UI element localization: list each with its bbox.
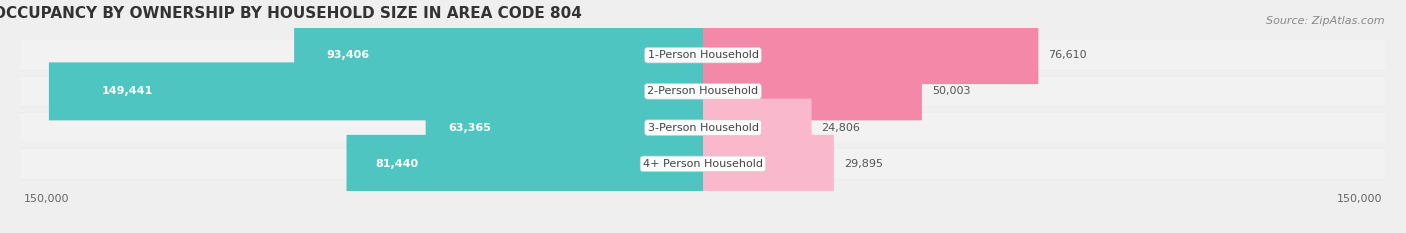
FancyBboxPatch shape (703, 26, 1039, 84)
FancyBboxPatch shape (703, 62, 922, 120)
FancyBboxPatch shape (20, 149, 1386, 179)
Text: 149,441: 149,441 (101, 86, 152, 96)
FancyBboxPatch shape (426, 99, 703, 157)
Text: Source: ZipAtlas.com: Source: ZipAtlas.com (1267, 16, 1385, 26)
Text: 63,365: 63,365 (449, 123, 491, 133)
Text: 81,440: 81,440 (375, 159, 418, 169)
Text: 93,406: 93,406 (326, 50, 370, 60)
Text: OCCUPANCY BY OWNERSHIP BY HOUSEHOLD SIZE IN AREA CODE 804: OCCUPANCY BY OWNERSHIP BY HOUSEHOLD SIZE… (0, 6, 582, 21)
FancyBboxPatch shape (49, 62, 703, 120)
Text: 24,806: 24,806 (821, 123, 860, 133)
Text: 50,003: 50,003 (932, 86, 970, 96)
FancyBboxPatch shape (703, 135, 834, 193)
FancyBboxPatch shape (346, 135, 703, 193)
FancyBboxPatch shape (20, 149, 1386, 179)
FancyBboxPatch shape (20, 113, 1386, 143)
Text: 4+ Person Household: 4+ Person Household (643, 159, 763, 169)
Text: 2-Person Household: 2-Person Household (647, 86, 759, 96)
FancyBboxPatch shape (703, 99, 811, 157)
Text: 29,895: 29,895 (844, 159, 883, 169)
FancyBboxPatch shape (294, 26, 703, 84)
FancyBboxPatch shape (20, 112, 1386, 143)
FancyBboxPatch shape (20, 76, 1386, 106)
Text: 1-Person Household: 1-Person Household (648, 50, 758, 60)
FancyBboxPatch shape (20, 40, 1386, 70)
FancyBboxPatch shape (20, 76, 1386, 107)
Text: 3-Person Household: 3-Person Household (648, 123, 758, 133)
Text: 76,610: 76,610 (1049, 50, 1087, 60)
FancyBboxPatch shape (20, 40, 1386, 70)
